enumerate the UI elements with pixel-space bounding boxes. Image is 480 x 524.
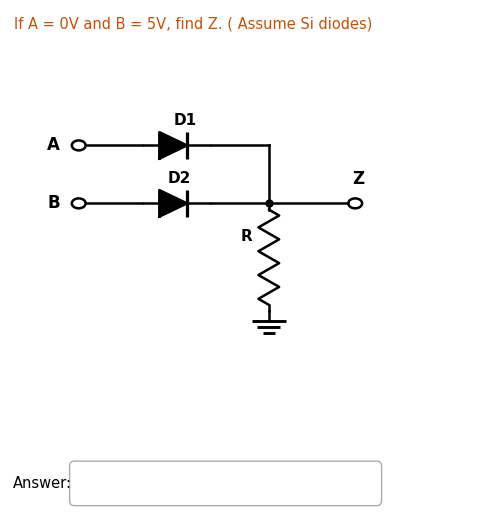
Text: R: R (241, 229, 253, 244)
Text: D2: D2 (168, 171, 191, 186)
Text: D1: D1 (174, 113, 197, 128)
Polygon shape (159, 190, 187, 216)
Text: A: A (48, 136, 60, 155)
Text: If A = 0V and B = 5V, find Z. ( Assume Si diodes): If A = 0V and B = 5V, find Z. ( Assume S… (14, 17, 373, 32)
Text: B: B (48, 194, 60, 212)
Text: Z: Z (352, 170, 364, 188)
Text: Answer:: Answer: (13, 476, 72, 491)
Polygon shape (159, 132, 187, 159)
